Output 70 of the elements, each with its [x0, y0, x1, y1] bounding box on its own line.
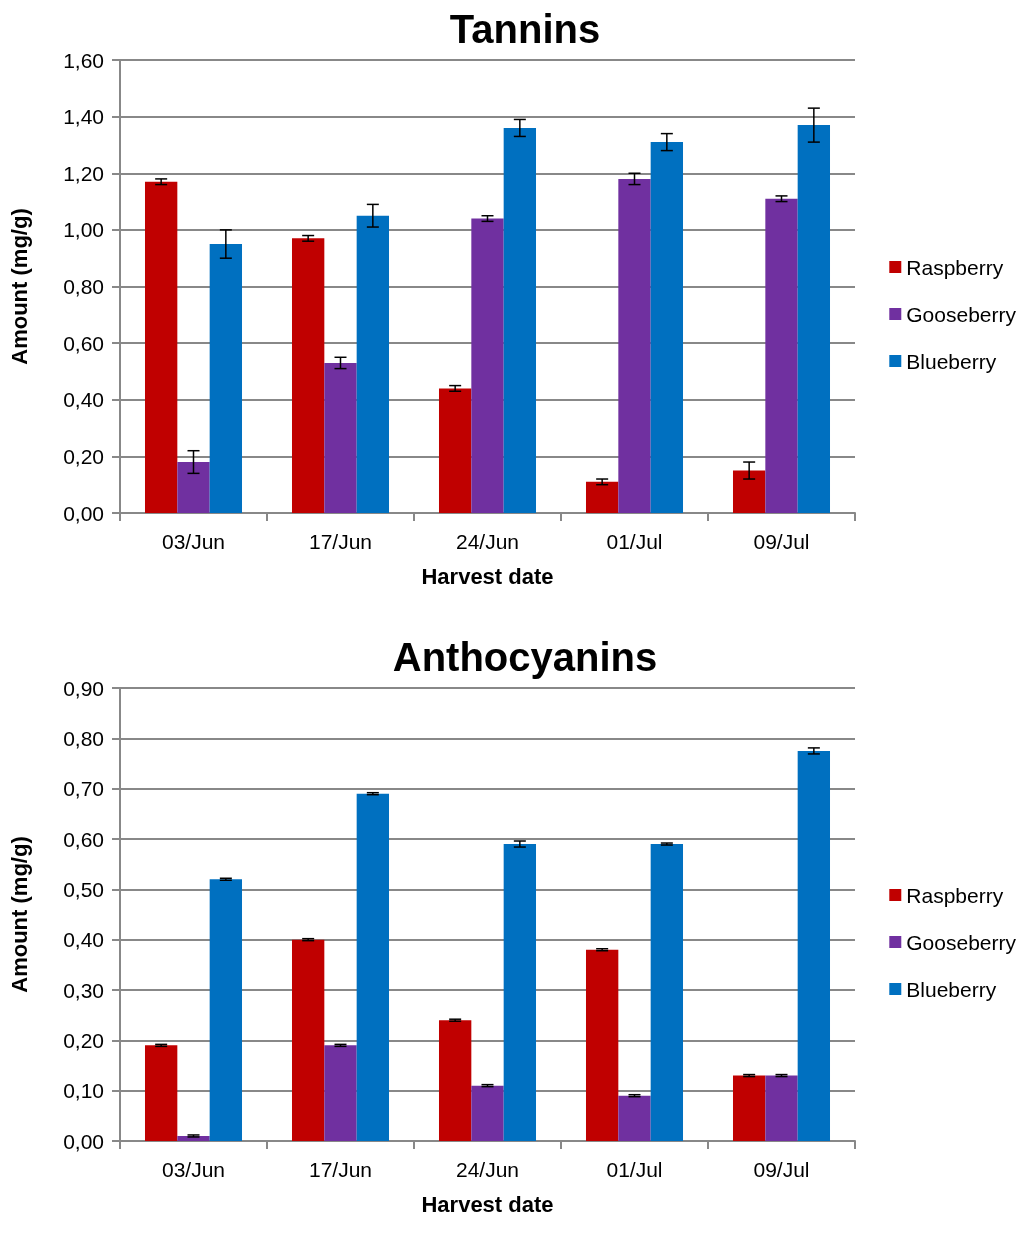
y-tick-label: 0,80	[63, 275, 104, 298]
bar	[732, 470, 766, 513]
bar	[650, 844, 684, 1141]
y-tick-label: 0,60	[63, 827, 104, 851]
y-tick-label: 1,60	[63, 48, 104, 72]
y-axis-title: Amount (mg/g)	[6, 836, 32, 993]
x-tick-label: 01/Jul	[606, 1158, 663, 1181]
x-tick-label: 01/Jul	[606, 530, 663, 553]
chart-title: Tannins	[449, 7, 601, 51]
legend-label: Raspberry	[906, 883, 1004, 907]
x-tick-label: 24/Jun	[455, 1158, 520, 1181]
bar	[650, 142, 684, 513]
bar	[291, 939, 325, 1141]
bar	[438, 1020, 472, 1141]
y-tick-label: 1,20	[63, 161, 104, 185]
legend-label: Gooseberry	[906, 930, 1017, 954]
y-tick-label: 1,40	[63, 105, 104, 129]
bar	[503, 844, 537, 1141]
y-tick-label: 0,00	[63, 501, 104, 525]
bar	[503, 127, 537, 513]
bar	[438, 388, 472, 513]
x-tick-label: 03/Jun	[161, 1158, 226, 1181]
bar	[144, 1045, 178, 1141]
legend-label: Raspberry	[906, 255, 1004, 279]
bar	[797, 750, 831, 1141]
x-tick-label: 17/Jun	[308, 1158, 373, 1181]
bar	[209, 244, 243, 513]
bar	[324, 1045, 357, 1141]
bar	[177, 462, 210, 513]
y-tick-label: 0,50	[63, 877, 104, 901]
bar	[291, 238, 325, 513]
y-tick-label: 0,00	[63, 1129, 104, 1153]
bar	[585, 949, 619, 1141]
y-tick-label: 0,40	[63, 928, 104, 952]
legend-label: Gooseberry	[906, 302, 1017, 326]
y-tick-label: 0,70	[63, 777, 104, 801]
y-tick-label: 0,80	[63, 726, 104, 750]
x-tick-label: 09/Jul	[753, 530, 810, 553]
y-tick-label: 0,10	[63, 1079, 104, 1103]
x-tick-label: 17/Jun	[308, 530, 373, 553]
x-tick-label: 03/Jun	[161, 530, 226, 553]
y-axis-title: Amount (mg/g)	[6, 208, 32, 365]
bar	[585, 481, 619, 513]
x-axis-title: Harvest date	[421, 563, 554, 589]
x-tick-label: 24/Jun	[455, 530, 520, 553]
bar	[471, 1085, 504, 1141]
y-tick-label: 0,60	[63, 331, 104, 355]
bar	[618, 1095, 651, 1141]
y-tick-label: 0,40	[63, 388, 104, 412]
bar	[209, 879, 243, 1141]
y-tick-label: 0,90	[63, 676, 104, 700]
bar	[356, 793, 390, 1141]
y-tick-label: 0,20	[63, 444, 104, 468]
bar	[471, 218, 504, 513]
bar	[765, 198, 798, 513]
y-tick-label: 0,20	[63, 1028, 104, 1052]
bar	[144, 181, 178, 513]
legend-label: Blueberry	[906, 349, 997, 373]
bar	[356, 215, 390, 513]
x-tick-label: 09/Jul	[753, 1158, 810, 1181]
bar	[732, 1075, 766, 1141]
legend-label: Blueberry	[906, 977, 997, 1001]
bar	[618, 178, 651, 513]
bar	[324, 362, 357, 513]
chart-title: Anthocyanins	[392, 635, 658, 679]
y-tick-label: 1,00	[63, 218, 104, 242]
y-tick-label: 0,30	[63, 978, 104, 1002]
x-axis-title: Harvest date	[421, 1191, 554, 1217]
bar	[797, 125, 831, 513]
bar	[765, 1075, 798, 1141]
